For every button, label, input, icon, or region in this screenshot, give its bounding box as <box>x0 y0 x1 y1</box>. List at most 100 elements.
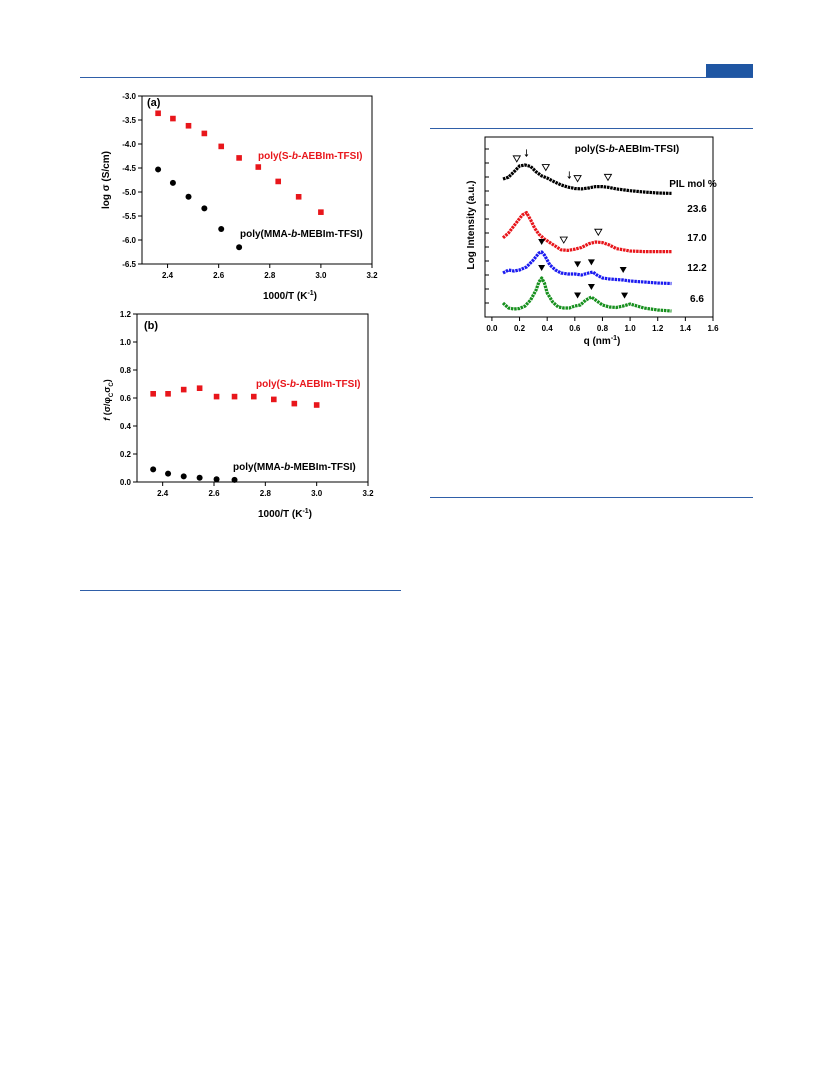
chart-b-xtick-label: 2.6 <box>208 489 220 498</box>
chart-b-point-s0 <box>180 386 187 393</box>
chart-a-point-s1 <box>236 244 243 251</box>
chart-a-panel-label: (a) <box>147 97 161 109</box>
chart-c-open-marker <box>603 173 613 182</box>
chart-a-point-s0 <box>255 164 262 170</box>
chart-c-filled-marker <box>538 265 546 271</box>
header-rule <box>80 77 753 78</box>
chart-b-ytick-label: 0.2 <box>120 450 132 459</box>
chart-a-ytick-label: -5.5 <box>122 212 136 221</box>
chart-b-xtick-label: 3.2 <box>362 489 374 498</box>
chart-c-filled-marker <box>587 259 595 266</box>
chart-c-xtick-label: 0.4 <box>542 324 554 333</box>
chart-c-xtick-label: 0.0 <box>486 324 498 333</box>
chart-c-label-6-6: 6.6 <box>690 294 704 305</box>
chart-b-ytick-label: 0.6 <box>120 394 132 403</box>
chart-c-series-0 <box>502 163 672 195</box>
chart-b-ytick-label: 1.2 <box>120 310 132 319</box>
chart-b-point-s0 <box>291 400 298 407</box>
chart-c-filled-marker <box>574 292 582 299</box>
chart-a-point-s0 <box>295 194 302 200</box>
chart-c-xtick-label: 1.6 <box>707 324 719 333</box>
chart-b-point-s0 <box>150 391 156 397</box>
chart-c-xtick-label: 0.6 <box>569 324 581 333</box>
chart-c-label-17-0: 17.0 <box>687 233 707 244</box>
chart-a-xtick-label: 3.2 <box>366 271 378 280</box>
chart-c-series-2 <box>502 250 672 286</box>
chart-a-frame <box>141 95 373 265</box>
chart-b-ytick-label: 0.0 <box>120 478 132 487</box>
chart-a-ytick-label: -6.0 <box>122 236 136 245</box>
chart-c-label-12-2: 12.2 <box>687 263 707 274</box>
chart-b-panel-label: (b) <box>144 320 158 332</box>
chart-c-xtick-label: 1.0 <box>625 324 637 333</box>
chart-c-series-3 <box>501 276 672 313</box>
chart-c-filled-marker <box>538 239 546 245</box>
chart-b-ytick-label: 0.4 <box>120 422 132 431</box>
chart-c-title: poly(S-b-AEBIm-TFSI) <box>575 144 679 155</box>
chart-c-open-marker <box>594 228 603 237</box>
figure-bottom-rule <box>430 497 753 498</box>
chart-b-point-s0 <box>196 385 203 391</box>
chart-b-xtick-label: 2.4 <box>157 489 169 498</box>
chart-a-ytick-label: -6.5 <box>122 260 136 269</box>
chart-c-xlabel: q (nm-1) <box>584 335 621 347</box>
chart-c-label-23-6: 23.6 <box>687 204 707 215</box>
chart-b-point-s1 <box>231 476 238 483</box>
chart-c-filled-marker <box>574 261 582 268</box>
chart-c-filled-marker <box>621 292 629 299</box>
chart-c-open-marker <box>559 236 569 244</box>
chart-b-point-s0 <box>313 402 320 408</box>
chart-b-point-s0 <box>250 393 257 400</box>
chart-b-point-s0 <box>271 396 277 403</box>
chart-c-open-marker <box>541 164 551 172</box>
chart-b-point-s0 <box>213 393 220 400</box>
chart-b-xtick-label: 3.0 <box>311 489 323 498</box>
chart-b-xlabel: 1000/T (K-1) <box>258 508 312 520</box>
chart-a-point-s0 <box>275 178 282 185</box>
chart-a-xlabel: 1000/T (K-1) <box>263 290 317 302</box>
chart-c-xtick-label: 1.4 <box>680 324 692 333</box>
chart-a-ytick-label: -4.0 <box>122 140 136 149</box>
chart-b-label-red: poly(S-b-AEBIm-TFSI) <box>256 379 360 390</box>
figure-top-rule <box>430 128 753 129</box>
chart-b-point-s1 <box>150 466 157 473</box>
chart-a-xtick-label: 2.6 <box>213 271 225 280</box>
left-column-rule <box>80 590 401 591</box>
chart-a-point-s0 <box>155 110 161 117</box>
chart-a-point-s0 <box>170 115 176 122</box>
chart-c-open-marker <box>512 155 522 163</box>
chart-c-frame <box>484 136 714 318</box>
chart-b-ytick-label: 1.0 <box>120 338 132 347</box>
chart-b-ytick-label: 0.8 <box>120 366 132 375</box>
chart-b-point-s1 <box>196 474 203 481</box>
chart-c-open-marker <box>573 175 582 183</box>
chart-c-xtick-label: 1.2 <box>652 324 664 333</box>
chart-a-point-s1 <box>201 205 208 212</box>
chart-a-label-black: poly(MMA-b-MEBIm-TFSI) <box>240 229 363 240</box>
chart-a-ytick-label: -5.0 <box>122 188 136 197</box>
chart-a-xtick-label: 2.8 <box>264 271 276 280</box>
chart-a-xtick-label: 2.4 <box>162 271 174 280</box>
chart-b-ylabel: f (σ/φCσC) <box>102 379 115 420</box>
chart-c-arrow <box>524 149 529 158</box>
chart-a: 2.4 2.6 2.8 3.0 3.2 -3.0 -3.5 -4.0 -4.5 -5.0 -5.5 -… <box>101 92 378 302</box>
chart-a-point-s1 <box>155 166 162 173</box>
chart-b-point-s1 <box>180 473 187 480</box>
chart-c-ylabel: Log Intensity (a.u.) <box>466 181 477 270</box>
chart-b-point-s0 <box>165 391 171 397</box>
chart-c-xtick-label: 0.2 <box>514 324 526 333</box>
chart-b-point-s1 <box>165 470 172 477</box>
chart-a-ytick-label: -3.0 <box>122 92 136 101</box>
chart-b: 2.4 2.6 2.8 3.0 3.2 0.0 0.2 0.4 0.6 0.8 1.0 1.2 (b)… <box>102 310 374 520</box>
chart-c-filled-marker <box>587 284 595 290</box>
header-tab <box>706 64 753 77</box>
chart-a-point-s0 <box>185 122 192 129</box>
chart-a-ytick-label: -4.5 <box>122 164 136 173</box>
chart-a-point-s0 <box>201 130 208 137</box>
chart-c-legend-header: PIL mol % <box>669 179 717 190</box>
chart-c-filled-marker <box>619 267 627 273</box>
chart-a-point-s0 <box>318 209 324 215</box>
chart-a-label-red: poly(S-b-AEBIm-TFSI) <box>258 151 362 162</box>
chart-b-point-s1 <box>213 476 220 483</box>
chart-a-ytick-label: -3.5 <box>122 116 136 125</box>
